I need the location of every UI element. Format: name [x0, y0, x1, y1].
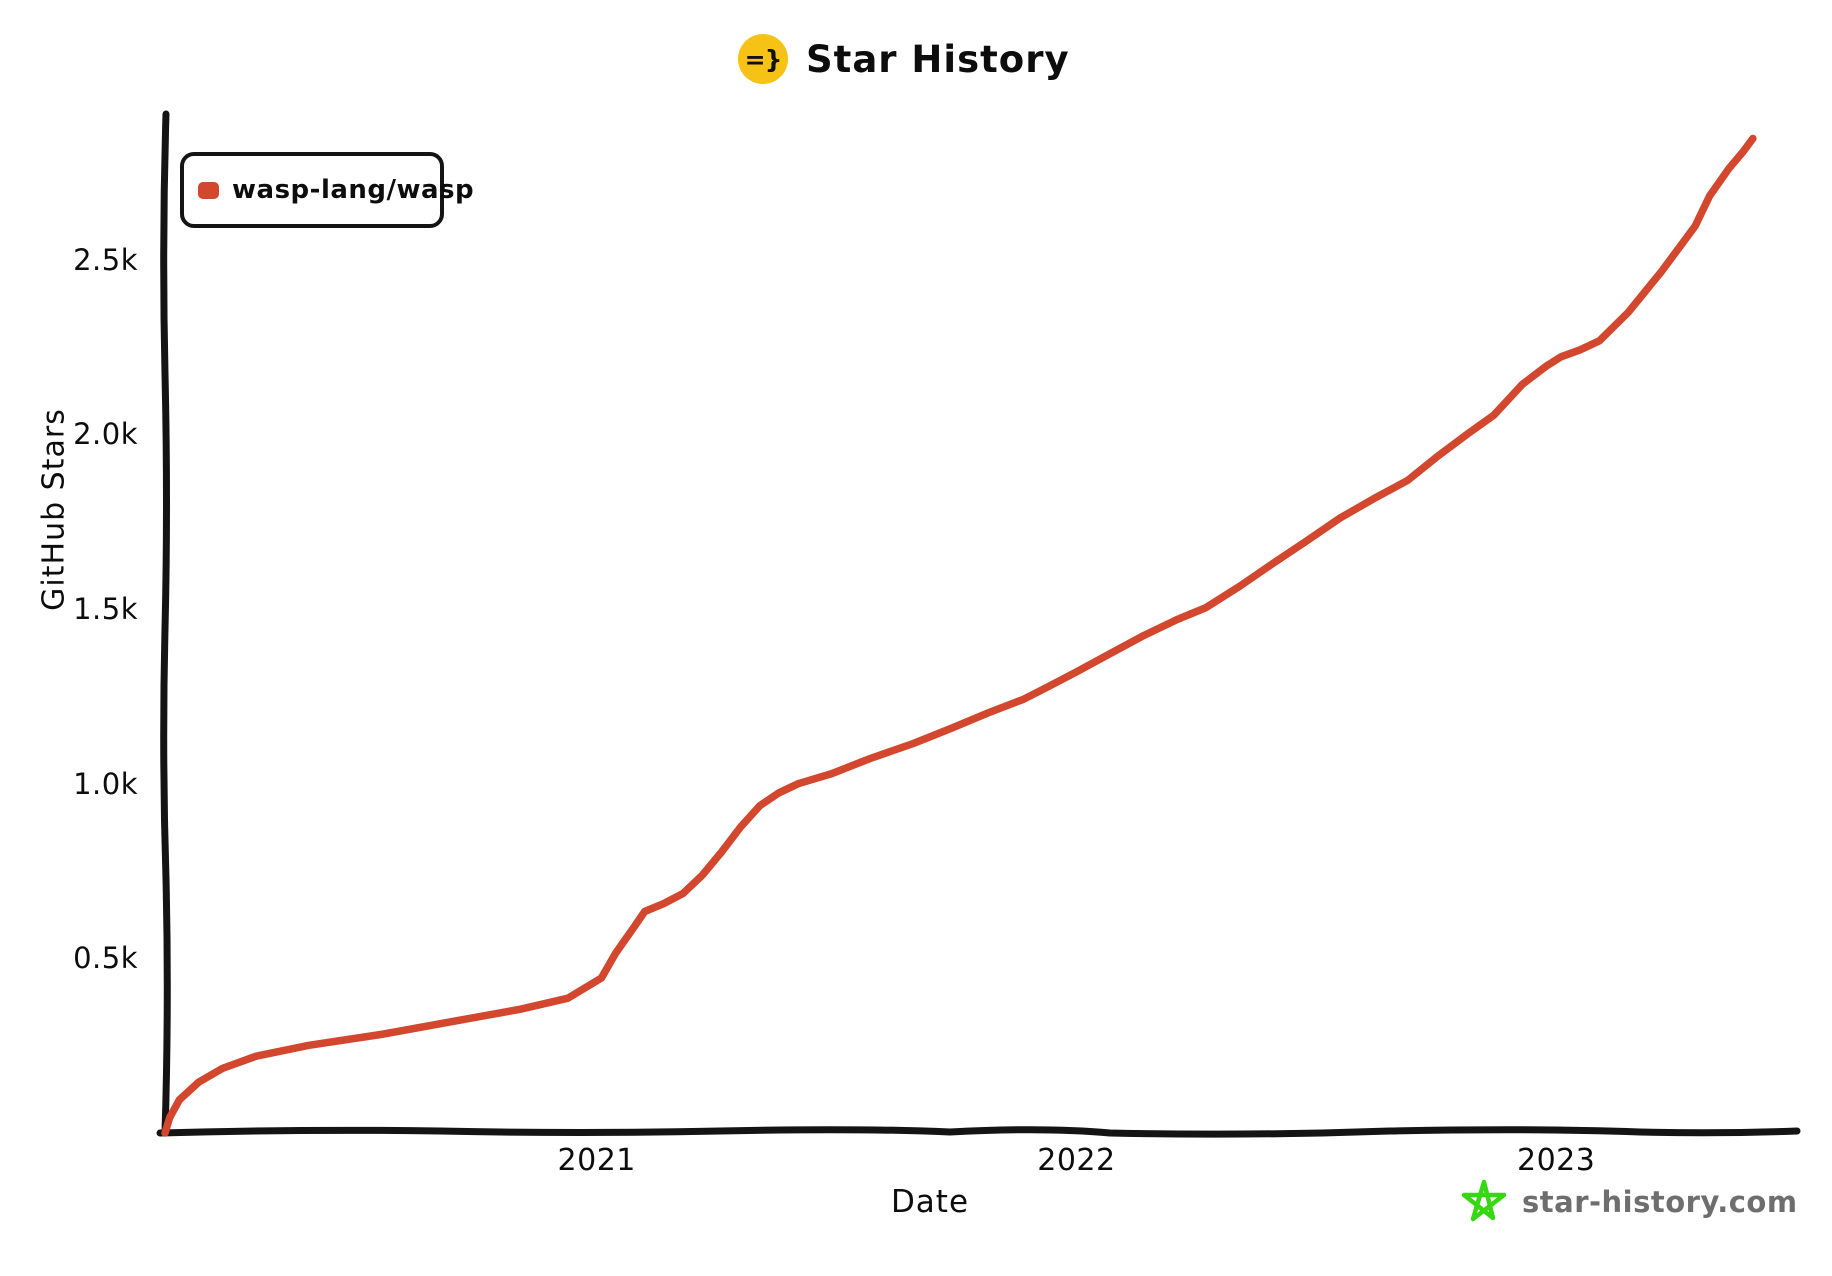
- legend: wasp-lang/wasp: [180, 152, 474, 228]
- green-star-icon: [1461, 1179, 1507, 1222]
- chart-title: Star History: [806, 37, 1070, 81]
- watermark: star-history.com: [1460, 1178, 1798, 1226]
- x-axis-title: Date: [890, 1184, 970, 1220]
- y-axis-line: [160, 110, 171, 1137]
- footer-site-link[interactable]: star-history.com: [1522, 1185, 1798, 1219]
- y-tick-label: 0.5k: [73, 941, 138, 976]
- star-history-logo-icon: =}: [738, 34, 788, 84]
- legend-series-marker-icon: [198, 181, 219, 199]
- y-tick-label: 1.5k: [73, 592, 138, 627]
- legend-series-label: wasp-lang/wasp: [232, 175, 475, 205]
- y-tick-label: 2.0k: [73, 417, 138, 452]
- x-axis-line: [156, 1126, 1801, 1138]
- x-tick-label: 2021: [557, 1143, 636, 1178]
- y-tick-label: 1.0k: [73, 766, 138, 801]
- series-line-wasp-lang-wasp: [161, 134, 1757, 1137]
- y-tick-label: 2.5k: [73, 242, 138, 277]
- x-tick-label: 2022: [1037, 1143, 1116, 1178]
- x-tick-label: 2023: [1516, 1143, 1596, 1178]
- chart-header: =} Star History: [738, 34, 1070, 84]
